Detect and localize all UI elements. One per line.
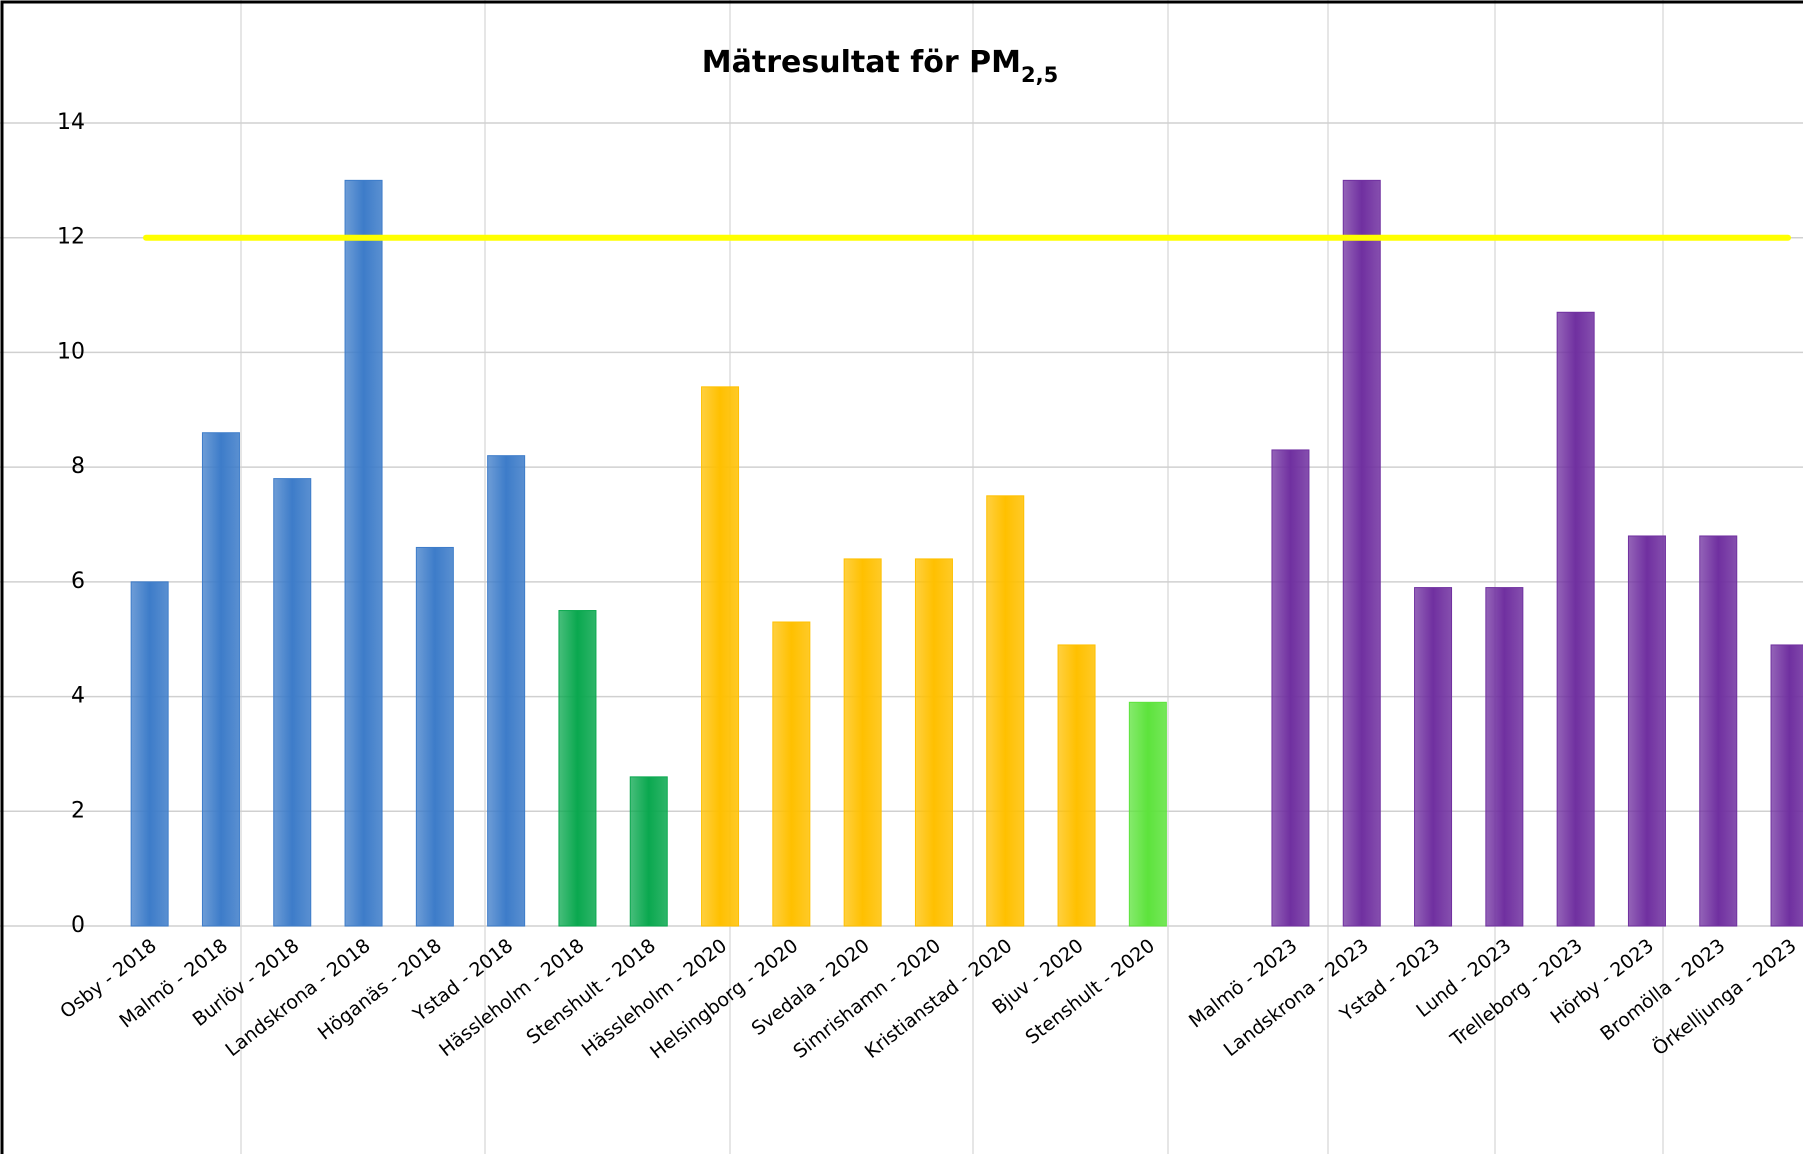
bar	[130, 581, 169, 927]
bar	[558, 610, 597, 927]
bar	[986, 495, 1025, 927]
bar	[1556, 311, 1595, 927]
bar	[914, 558, 953, 927]
y-tick-label: 4	[71, 684, 85, 709]
bar	[1485, 587, 1524, 927]
bar	[1271, 449, 1310, 927]
bar	[1057, 644, 1096, 927]
bar	[772, 621, 811, 927]
title-main: Mätresultat för PM	[702, 45, 1021, 80]
bar	[1627, 535, 1666, 927]
y-tick-label: 2	[71, 798, 85, 823]
bar	[415, 546, 454, 927]
y-tick-label: 6	[71, 569, 85, 594]
bar	[201, 432, 240, 927]
y-tick-label: 8	[71, 454, 85, 479]
bar	[487, 455, 526, 927]
y-tick-label: 0	[71, 913, 85, 938]
bar	[1128, 701, 1167, 927]
bar	[1770, 644, 1803, 927]
bar	[701, 386, 740, 927]
bar	[1414, 587, 1453, 927]
chart-title: Mätresultat för PM2,5	[702, 45, 1058, 87]
y-tick-label: 10	[57, 339, 85, 364]
bar	[273, 478, 312, 927]
bar	[629, 776, 668, 927]
bar	[1342, 179, 1381, 927]
y-tick-label: 14	[57, 110, 85, 135]
bar	[344, 179, 383, 927]
y-tick-label: 12	[57, 225, 85, 250]
bar	[843, 558, 882, 927]
bar	[1699, 535, 1738, 927]
title-subscript: 2,5	[1021, 63, 1058, 87]
